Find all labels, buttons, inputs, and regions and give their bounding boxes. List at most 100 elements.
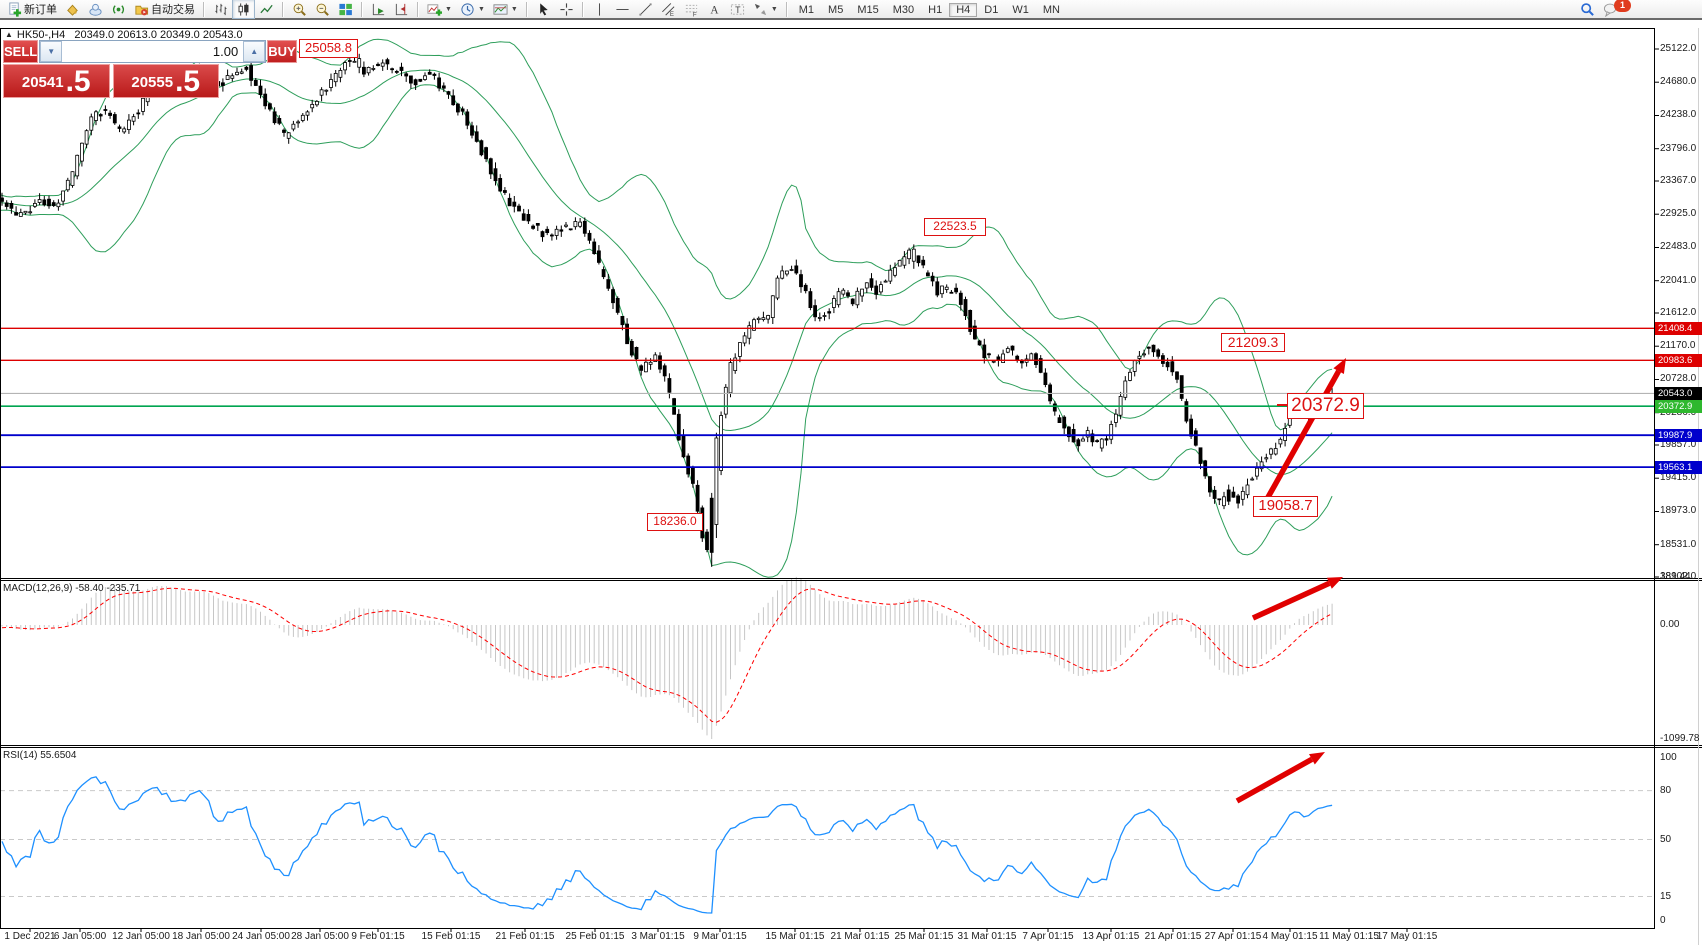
signal-button[interactable]	[107, 0, 130, 19]
red-trend-arrow[interactable]	[1235, 756, 1314, 804]
text-button[interactable]: A	[703, 0, 726, 19]
cursor-button[interactable]	[532, 0, 555, 19]
arrows-button[interactable]: ▼	[749, 0, 782, 19]
time-label: 18 Jan 05:00	[172, 931, 230, 942]
periods-button[interactable]: ▼	[456, 0, 489, 19]
timeframe-H4[interactable]: H4	[949, 2, 978, 17]
new-order-icon	[9, 1, 22, 17]
sell-price-frac: .5	[65, 65, 91, 98]
price-tick-label: 21170.0	[1660, 340, 1696, 352]
fibonacci-button[interactable]: F	[680, 0, 703, 19]
buy-button[interactable]: 20555.5	[112, 64, 219, 98]
bollinger-band-line	[0, 84, 1333, 578]
svg-text:T: T	[735, 4, 741, 14]
macd-label: MACD(12,26,9) -58.40 -235.71	[3, 583, 141, 594]
time-label: 11 May 01:15	[1319, 931, 1379, 942]
timeframe-D1[interactable]: D1	[984, 3, 999, 16]
autotrade-button[interactable]: 自动交易	[130, 0, 199, 19]
bar-chart-button[interactable]	[209, 0, 232, 19]
zoom-in-icon	[293, 3, 306, 16]
search-button[interactable]	[1576, 0, 1599, 19]
red-trend-arrow[interactable]	[1251, 580, 1331, 621]
search-icon	[1581, 2, 1594, 16]
zoom-out-button[interactable]	[311, 0, 334, 19]
price-annotation[interactable]: 21209.3	[1221, 333, 1285, 352]
profile-button[interactable]	[84, 0, 107, 19]
price-annotation[interactable]: 25058.8	[299, 39, 358, 58]
red-trend-arrow[interactable]	[1259, 369, 1342, 510]
price-tag-20372.9: 20372.9	[1655, 399, 1702, 413]
toolbar-separator	[525, 1, 528, 17]
equidistant-channel-button[interactable]: E	[657, 0, 680, 19]
cloud-profile-icon	[89, 3, 102, 16]
templates-button[interactable]: ▼	[489, 0, 522, 19]
price-tick-label: 21612.0	[1660, 307, 1697, 318]
bar-chart-icon	[215, 3, 227, 15]
time-label: 28 Jan 05:00	[291, 931, 349, 942]
indicator-axis-label: 15	[1660, 890, 1672, 902]
red-trend-arrow-head[interactable]	[1333, 358, 1346, 374]
price-tick-label: 18973.0	[1660, 505, 1697, 517]
indicators-icon	[427, 3, 442, 16]
new-order-button[interactable]: 新订单	[3, 0, 61, 19]
vertical-line-button[interactable]	[588, 0, 611, 19]
timeframe-M1[interactable]: M1	[798, 3, 815, 16]
timeframe-M5[interactable]: M5	[828, 3, 844, 16]
price-annotation[interactable]: 18236.0	[647, 513, 703, 531]
buy-label[interactable]: BUY	[267, 40, 297, 63]
rsi-line	[1, 776, 1333, 914]
chat-button[interactable]: 1	[1599, 0, 1635, 19]
autotrade-icon	[135, 5, 149, 15]
chart-shift-button[interactable]	[390, 0, 413, 19]
volume-input[interactable]	[62, 41, 244, 62]
indicator-axis-label: 100	[1660, 752, 1677, 763]
time-label: 4 May 01:15	[1262, 931, 1318, 942]
tile-windows-button[interactable]	[334, 0, 357, 19]
indicators-button[interactable]: ▼	[423, 0, 456, 19]
price-tick-label: 22041.0	[1660, 274, 1697, 286]
candlestick-chart-button[interactable]	[232, 0, 255, 19]
time-label: 21 Apr 01:15	[1144, 931, 1202, 942]
red-trend-arrow-head[interactable]	[1326, 577, 1343, 589]
time-label: 3 Mar 01:15	[631, 931, 685, 942]
dropdown-arrow-icon: ▼	[445, 5, 452, 13]
timeframe-M30[interactable]: M30	[892, 3, 915, 16]
sell-button[interactable]: 20541.5	[3, 64, 110, 98]
main-toolbar: 新订单 自动交易 ▼ ▼	[0, 0, 1702, 20]
vertical-line-icon	[598, 2, 600, 16]
crosshair-button[interactable]	[555, 0, 578, 19]
indicator-axis-label: 0.00	[1660, 619, 1680, 630]
price-annotation[interactable]: 22523.5	[924, 218, 986, 236]
timeframe-M15[interactable]: M15	[857, 3, 879, 16]
timeframe-H1[interactable]: H1	[928, 3, 943, 16]
crosshair-icon	[560, 2, 573, 16]
sell-label[interactable]: SELL	[3, 40, 39, 63]
price-tag-19563.1: 19563.1	[1655, 460, 1702, 474]
red-trend-arrow-head[interactable]	[1309, 752, 1325, 765]
chart-shift-icon	[395, 3, 408, 15]
price-annotation[interactable]: 20372.9	[1287, 393, 1364, 419]
collapse-triangle-icon[interactable]: ▲	[5, 30, 13, 39]
line-chart-button[interactable]	[255, 0, 278, 19]
text-label-button[interactable]: T	[726, 0, 749, 19]
horizontal-line-icon	[616, 8, 629, 10]
styler-button[interactable]	[61, 0, 84, 19]
line-chart-icon	[260, 4, 273, 13]
price-annotation[interactable]: 19058.7	[1253, 496, 1318, 517]
zoom-in-button[interactable]	[288, 0, 311, 19]
volume-decrease-button[interactable]: ▼	[40, 41, 63, 62]
volume-increase-button[interactable]: ▲	[243, 41, 266, 62]
trendline-button[interactable]	[634, 0, 657, 19]
time-label: 24 Jan 05:00	[232, 931, 290, 942]
price-tag-20543.0: 20543.0	[1655, 386, 1702, 400]
svg-text:A: A	[710, 4, 719, 16]
price-tag-19987.9: 19987.9	[1655, 428, 1702, 442]
horizontal-line-button[interactable]	[611, 0, 634, 19]
volume-stepper: ▼ ▲	[39, 40, 267, 63]
timeframe-W1[interactable]: W1	[1012, 3, 1029, 16]
price-tick-label: 19857.0	[1660, 439, 1697, 450]
timeframe-MN[interactable]: MN	[1042, 3, 1060, 16]
fibonacci-icon: F	[685, 4, 697, 17]
auto-scroll-button[interactable]	[367, 0, 390, 19]
